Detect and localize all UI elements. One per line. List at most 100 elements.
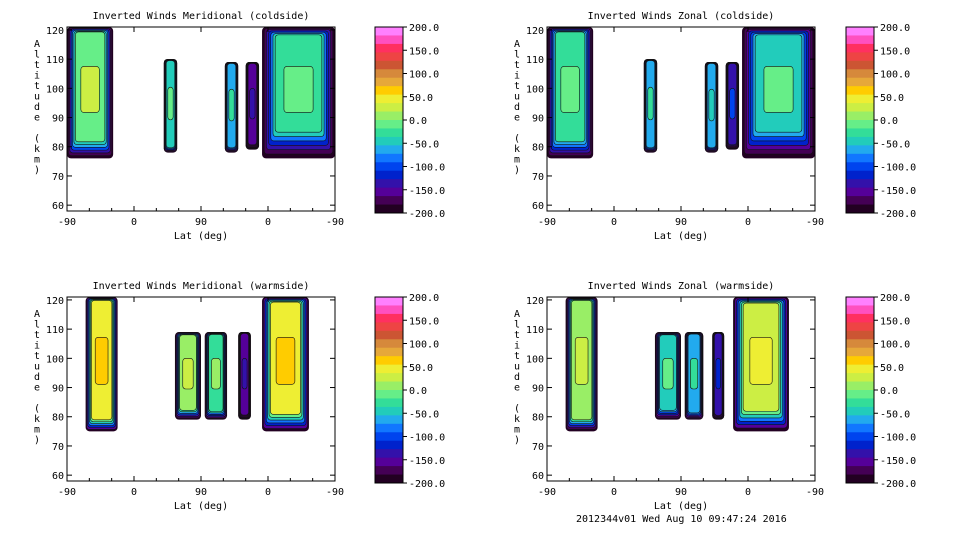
colorbar-label: 100.0 bbox=[880, 70, 910, 81]
colorbar-swatch bbox=[375, 170, 403, 180]
contour-core bbox=[241, 358, 248, 390]
contour-core bbox=[763, 66, 794, 113]
colorbar-swatch bbox=[375, 145, 403, 155]
colorbar-swatch bbox=[375, 196, 403, 206]
colorbar-swatch bbox=[846, 52, 874, 62]
colorbar-swatch bbox=[375, 423, 403, 433]
colorbar-swatch bbox=[375, 390, 403, 399]
y-tick-label: 110 bbox=[46, 55, 64, 66]
contour-region bbox=[204, 332, 228, 420]
colorbar-swatch bbox=[375, 305, 403, 315]
y-tick-label: 120 bbox=[526, 26, 544, 37]
x-tick-label: 90 bbox=[195, 217, 207, 228]
contour-region bbox=[643, 59, 658, 153]
colorbar-swatch bbox=[375, 474, 403, 484]
colorbar-swatch bbox=[375, 373, 403, 383]
colorbar-swatch bbox=[375, 60, 403, 70]
colorbar-swatch bbox=[846, 381, 874, 391]
colorbar-swatch bbox=[846, 77, 874, 87]
x-tick-label: 90 bbox=[195, 487, 207, 498]
colorbar-label: 50.0 bbox=[880, 93, 904, 104]
colorbar-swatch bbox=[846, 356, 874, 366]
colorbar-swatch bbox=[846, 474, 874, 484]
y-tick-label: 80 bbox=[52, 413, 64, 424]
colorbar-swatch bbox=[846, 103, 874, 113]
y-tick-label: 90 bbox=[52, 114, 64, 125]
colorbar-label: -150.0 bbox=[409, 456, 445, 467]
colorbar-swatch bbox=[846, 432, 874, 442]
contour-core bbox=[560, 66, 580, 113]
x-tick-label: -90 bbox=[326, 487, 344, 498]
colorbar-label: -150.0 bbox=[409, 186, 445, 197]
colorbar-swatch bbox=[375, 162, 403, 172]
colorbar-label: -50.0 bbox=[409, 139, 439, 150]
x-tick-label: 0 bbox=[611, 217, 617, 228]
colorbar-swatch bbox=[375, 432, 403, 442]
colorbar-swatch bbox=[375, 94, 403, 104]
colorbar-label: -200.0 bbox=[409, 209, 445, 220]
colorbar-swatch bbox=[846, 423, 874, 433]
colorbar-label: 100.0 bbox=[409, 70, 439, 81]
x-tick-label: -90 bbox=[806, 217, 824, 228]
chart-title: Inverted Winds Meridional (warmside) bbox=[93, 281, 310, 292]
colorbar-swatch bbox=[375, 128, 403, 138]
chart-panel-3: Inverted Winds Meridional (warmside) -90 0… bbox=[34, 281, 445, 512]
colorbar: 200.0 150.0 100.0 50.0 0.0 -50.0 -100.0 -150.0 -… bbox=[374, 23, 445, 220]
contour-core bbox=[283, 66, 314, 113]
x-tick-label: -90 bbox=[538, 217, 556, 228]
colorbar-swatch bbox=[846, 322, 874, 332]
colorbar-swatch bbox=[375, 111, 403, 121]
colorbar-swatch bbox=[846, 305, 874, 315]
colorbar-label: -50.0 bbox=[880, 409, 910, 420]
x-tick-label: 90 bbox=[675, 217, 687, 228]
colorbar-label: 0.0 bbox=[880, 116, 898, 127]
colorbar-swatch bbox=[375, 136, 403, 146]
colorbar-swatch bbox=[375, 297, 403, 306]
colorbar-label: 150.0 bbox=[880, 316, 910, 327]
x-tick-label: 0 bbox=[745, 217, 751, 228]
colorbar-swatch bbox=[375, 440, 403, 450]
y-tick-label: 100 bbox=[526, 84, 544, 95]
colorbar-swatch bbox=[846, 406, 874, 416]
y-tick-label: 120 bbox=[526, 296, 544, 307]
colorbar-swatch bbox=[846, 364, 874, 374]
contour-region bbox=[547, 27, 594, 159]
y-tick-label: 90 bbox=[532, 384, 544, 395]
colorbar-swatch bbox=[846, 339, 874, 349]
x-tick-label: -90 bbox=[538, 487, 556, 498]
colorbar-swatch bbox=[846, 43, 874, 53]
colorbar-swatch bbox=[375, 103, 403, 113]
contour-core bbox=[662, 358, 674, 390]
y-tick-label: 70 bbox=[52, 442, 64, 453]
contour-core bbox=[182, 358, 194, 390]
colorbar-label: 150.0 bbox=[880, 46, 910, 57]
y-tick-label: 70 bbox=[532, 442, 544, 453]
y-tick-label: 110 bbox=[526, 55, 544, 66]
colorbar-swatch bbox=[846, 373, 874, 383]
colorbar-swatch bbox=[846, 297, 874, 306]
colorbar-swatch bbox=[846, 111, 874, 121]
colorbar-swatch bbox=[375, 339, 403, 349]
y-tick-label: 60 bbox=[52, 471, 64, 482]
y-tick-label: 60 bbox=[532, 201, 544, 212]
colorbar-label: 200.0 bbox=[409, 293, 439, 304]
colorbar-label: -150.0 bbox=[880, 456, 916, 467]
colorbar-swatch bbox=[846, 440, 874, 450]
colorbar-swatch bbox=[375, 457, 403, 467]
colorbar-swatch bbox=[846, 35, 874, 45]
colorbar-swatch bbox=[846, 196, 874, 206]
plot-area bbox=[547, 27, 815, 159]
colorbar-label: 0.0 bbox=[409, 386, 427, 397]
y-tick-label: 90 bbox=[52, 384, 64, 395]
contour-core bbox=[228, 88, 235, 122]
colorbar-swatch bbox=[846, 60, 874, 70]
x-axis-label: Lat (deg) bbox=[654, 231, 708, 242]
colorbar-swatch bbox=[846, 86, 874, 96]
y-tick-label: 80 bbox=[532, 143, 544, 154]
colorbar: 200.0 150.0 100.0 50.0 0.0 -50.0 -100.0 -150.0 -… bbox=[374, 293, 445, 490]
colorbar-swatch bbox=[375, 86, 403, 96]
colorbar-swatch bbox=[375, 77, 403, 87]
contour-core bbox=[275, 337, 296, 385]
